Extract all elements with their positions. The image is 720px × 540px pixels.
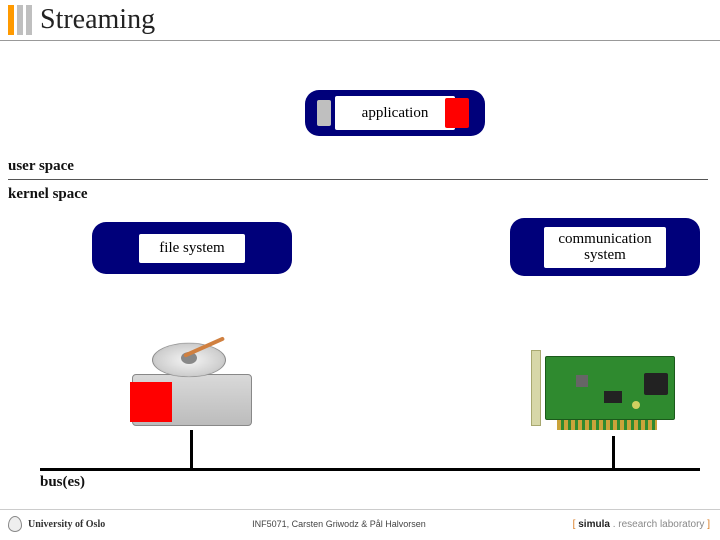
communication-system-label-1: communication [558, 231, 651, 247]
nic-board [545, 356, 675, 420]
nic-chip [604, 391, 622, 403]
slide-footer: University of Oslo INF5071, Carsten Griw… [0, 509, 720, 540]
footer-brand: simula [578, 519, 610, 530]
footer-right: [ simula . research laboratory ] [573, 519, 710, 530]
title-accent-bars [8, 5, 32, 35]
communication-system-label-box: communication system [544, 227, 665, 268]
communication-system-label-2: system [584, 247, 626, 263]
bus-line [40, 468, 700, 471]
footer-left: University of Oslo [8, 516, 105, 532]
space-divider [8, 179, 708, 180]
file-system-label-box: file system [139, 234, 244, 263]
nic-chip [644, 373, 668, 395]
space-labels: user space kernel space [8, 158, 708, 203]
slide-title: Streaming [40, 4, 155, 36]
kernel-space-label: kernel space [8, 186, 708, 203]
application-label-box: application [335, 96, 455, 130]
app-red-block [445, 98, 469, 128]
application-label: application [362, 105, 429, 122]
bus-stub-nic [612, 436, 615, 468]
footer-university: University of Oslo [28, 519, 105, 530]
nic-connector [557, 420, 657, 430]
title-bar-2 [17, 5, 23, 35]
nic-chip [576, 375, 588, 387]
network-card-icon [535, 350, 685, 436]
nic-capacitor [632, 401, 640, 409]
user-space-label: user space [8, 158, 708, 175]
application-node: application [305, 90, 485, 136]
footer-center: INF5071, Carsten Griwodz & Pål Halvorsen [252, 519, 426, 529]
app-gray-block [317, 100, 331, 126]
title-bar-3 [26, 5, 32, 35]
footer-tag: . research laboratory [610, 519, 705, 530]
hdd-red-block [130, 382, 172, 422]
title-bar-1 [8, 5, 14, 35]
communication-system-node: communication system [510, 218, 700, 276]
bus-stub-hdd [190, 430, 193, 468]
nic-bracket [531, 350, 541, 426]
university-crest-icon [8, 516, 22, 532]
footer-bracket-close: ] [704, 519, 710, 530]
file-system-node: file system [92, 222, 292, 274]
title-divider [0, 40, 720, 41]
bus-label: bus(es) [40, 474, 85, 491]
slide-title-bar: Streaming [0, 0, 720, 40]
file-system-label: file system [159, 240, 224, 256]
hard-disk-icon [132, 330, 252, 430]
